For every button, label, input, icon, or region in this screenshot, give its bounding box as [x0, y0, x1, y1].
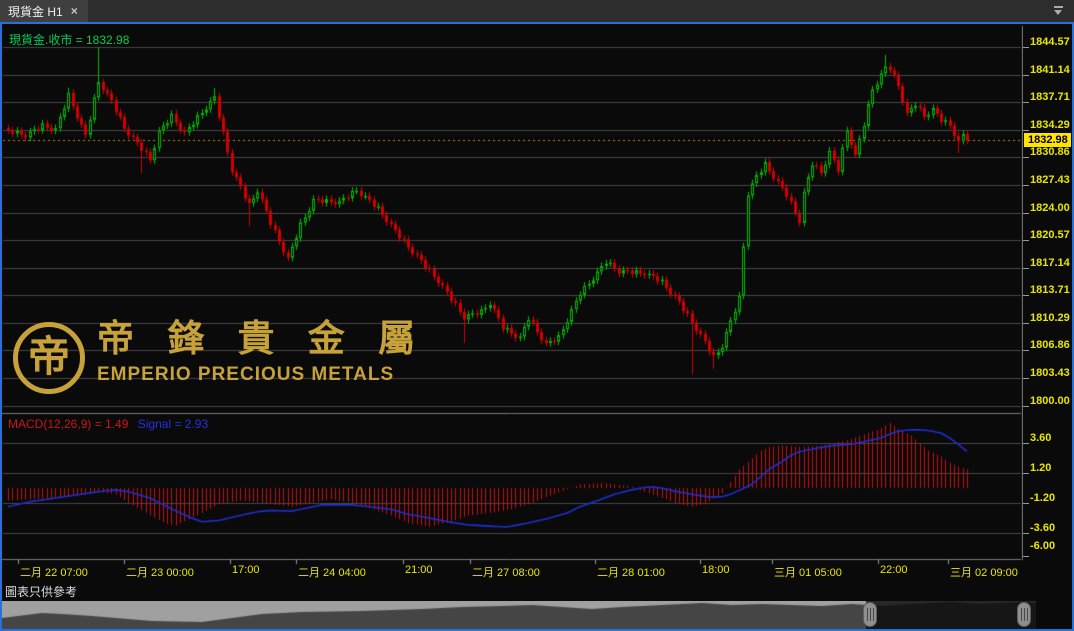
current-price-tag: 1832.98: [1024, 133, 1071, 147]
macd-signal-label: Signal = 2.93: [137, 417, 209, 431]
price-axis-label: 1824.00: [1030, 202, 1070, 214]
time-axis-label: 三月 01 05:00: [774, 567, 842, 579]
price-axis-tick: [1023, 185, 1029, 186]
macd-axis-label: 1.20: [1030, 462, 1052, 474]
price-axis-tick: [1023, 240, 1029, 241]
tab-list-dropdown-icon[interactable]: [1054, 6, 1066, 18]
chevron-down-icon: [1054, 10, 1062, 15]
price-axis-label: 1803.43: [1030, 367, 1070, 379]
navigator-overview-canvas: [2, 601, 1036, 629]
price-axis[interactable]: 1844.57 1841.14 1837.71 1834.29 1830.86 1827.…: [1023, 25, 1073, 581]
disclaimer-status-text: 圖表只供參考: [5, 585, 78, 599]
chart-navigator-scrollbar[interactable]: [2, 601, 1036, 629]
price-axis-label: 1806.86: [1030, 339, 1070, 351]
macd-value-label: MACD(12,26,9) = 1.49: [8, 417, 129, 431]
time-axis-label: 二月 22 07:00: [20, 567, 88, 579]
macd-axis-tick: [1023, 556, 1029, 557]
grip-icon: [1020, 608, 1028, 621]
macd-axis-tick: [1023, 443, 1029, 444]
close-icon[interactable]: ×: [70, 4, 78, 18]
price-axis-label: 1810.29: [1030, 312, 1070, 324]
price-axis-label: 1834.29: [1030, 119, 1070, 131]
price-axis-label: 1830.86: [1030, 146, 1070, 158]
price-axis-label: 1837.71: [1030, 91, 1070, 103]
time-axis-label: 二月 27 08:00: [472, 567, 540, 579]
time-axis-label: 22:00: [880, 564, 908, 576]
macd-axis-tick: [1023, 533, 1029, 534]
price-axis-label: 1844.57: [1030, 36, 1070, 48]
candlestick-chart-canvas[interactable]: [2, 25, 1023, 581]
price-axis-tick: [1023, 75, 1029, 76]
price-axis-tick: [1023, 268, 1029, 269]
macd-axis-label: -6.00: [1030, 540, 1056, 552]
time-axis-label: 二月 24 04:00: [298, 567, 366, 579]
tab-menu-bar: [1054, 6, 1063, 8]
macd-indicator-label: MACD(12,26,9) = 1.49 Signal = 2.93: [8, 417, 208, 431]
macd-axis-label: 3.60: [1030, 432, 1052, 444]
time-axis-label: 17:00: [232, 564, 260, 576]
time-axis-label: 二月 23 00:00: [126, 567, 194, 579]
price-axis-label: 1841.14: [1030, 64, 1070, 76]
tab-title: 現貨金 H1: [8, 4, 63, 19]
price-axis-label: 1813.71: [1030, 284, 1070, 296]
price-axis-tick: [1023, 157, 1029, 158]
price-axis-label: 1827.43: [1030, 174, 1070, 186]
price-axis-tick: [1023, 406, 1029, 407]
price-axis-label: 1800.00: [1030, 395, 1070, 407]
chart-tab-bar: 現貨金 H1 ×: [0, 0, 1074, 22]
price-axis-label: 1817.14: [1030, 257, 1070, 269]
time-axis-label: 三月 02 09:00: [950, 567, 1018, 579]
macd-axis-label: -1.20: [1030, 492, 1056, 504]
time-axis-label: 21:00: [405, 564, 433, 576]
navigator-left-handle[interactable]: [863, 602, 877, 627]
price-axis-tick: [1023, 130, 1029, 131]
macd-axis-label: -3.60: [1030, 522, 1056, 534]
price-axis-tick: [1023, 378, 1029, 379]
price-axis-tick: [1023, 47, 1029, 48]
navigator-right-handle[interactable]: [1017, 602, 1031, 627]
time-axis[interactable]: 二月 22 07:00 二月 23 00:00 17:00 二月 24 04:00 21…: [2, 560, 1023, 580]
price-axis-tick: [1023, 295, 1029, 296]
macd-axis-tick: [1023, 503, 1029, 504]
tab-gold-h1[interactable]: 現貨金 H1 ×: [0, 0, 88, 22]
price-axis-tick: [1023, 213, 1029, 214]
price-axis-tick: [1023, 323, 1029, 324]
price-axis-tick: [1023, 102, 1029, 103]
price-axis-label: 1820.57: [1030, 229, 1070, 241]
time-axis-label: 18:00: [702, 564, 730, 576]
time-axis-label: 二月 28 01:00: [597, 567, 665, 579]
grip-icon: [866, 608, 874, 621]
symbol-close-info-label: 現貨金.收市 = 1832.98: [9, 33, 130, 47]
macd-axis-tick: [1023, 473, 1029, 474]
price-axis-tick: [1023, 350, 1029, 351]
